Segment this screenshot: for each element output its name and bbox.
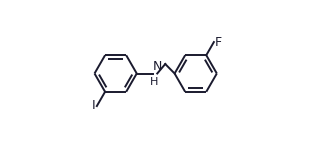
Text: I: I — [92, 99, 96, 112]
Text: F: F — [215, 36, 222, 49]
Text: H: H — [150, 77, 158, 87]
Text: N: N — [153, 60, 162, 73]
